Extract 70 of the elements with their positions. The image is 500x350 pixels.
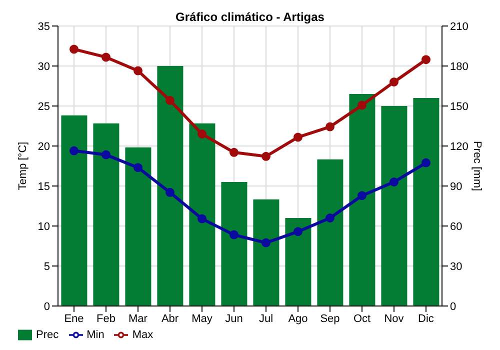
y-tick-label: 25 — [38, 100, 50, 113]
bar — [317, 159, 344, 306]
point — [230, 148, 238, 157]
y-tick-label: 5 — [44, 260, 50, 273]
point — [294, 132, 302, 142]
y2-axis-title: Prec [mm] — [471, 140, 484, 192]
bar — [61, 115, 88, 306]
point — [166, 188, 174, 197]
point — [358, 100, 366, 110]
point — [230, 230, 238, 240]
y-tick-label: 30 — [38, 60, 50, 73]
point — [102, 52, 110, 62]
point — [390, 78, 398, 86]
y-axis-title: Temp [°C] — [16, 142, 29, 190]
x-tick-label: Sep — [320, 312, 340, 325]
point — [70, 44, 78, 54]
point — [262, 152, 270, 161]
point — [70, 146, 78, 156]
y2-tick-label: 0 — [450, 300, 456, 313]
y2-tick-label: 120 — [450, 140, 468, 153]
chart-title: Gráfico climático - Artigas — [176, 10, 324, 24]
point — [134, 163, 142, 172]
x-tick-label: Jul — [258, 312, 274, 325]
bar — [413, 98, 440, 306]
bar — [285, 218, 312, 306]
point — [390, 178, 398, 186]
y2-tick-label: 210 — [450, 20, 468, 33]
bar — [253, 199, 280, 306]
point — [102, 150, 110, 160]
legend-label: Max — [132, 328, 154, 341]
x-tick-label: Mar — [128, 312, 148, 325]
point — [166, 96, 174, 105]
point — [198, 130, 206, 138]
x-tick-label: Oct — [353, 312, 371, 325]
x-tick-label: Feb — [96, 312, 116, 325]
legend-label: Prec — [36, 328, 59, 341]
x-tick-label: May — [192, 312, 213, 325]
y-tick-label: 20 — [38, 140, 50, 153]
y2-tick-label: 180 — [450, 60, 468, 73]
y2-tick-label: 90 — [450, 180, 462, 193]
bar — [381, 106, 408, 306]
bar — [93, 123, 120, 306]
bar — [157, 66, 184, 306]
point — [262, 238, 270, 248]
point — [422, 158, 430, 168]
y-tick-label: 15 — [38, 180, 50, 193]
bar — [189, 123, 216, 306]
x-tick-label: Ene — [64, 312, 84, 325]
y2-tick-label: 60 — [450, 220, 462, 233]
point — [326, 122, 334, 132]
x-tick-label: Dic — [418, 312, 434, 325]
bar — [349, 94, 376, 306]
x-tick-label: Abr — [161, 312, 179, 325]
point — [294, 227, 302, 236]
bar — [125, 147, 152, 306]
legend-label: Min — [86, 328, 104, 341]
point — [134, 66, 142, 76]
point — [422, 55, 430, 64]
y2-tick-label: 30 — [450, 260, 462, 273]
x-tick-label: Jun — [225, 312, 243, 325]
point — [198, 214, 206, 224]
point — [326, 214, 334, 222]
y-tick-label: 35 — [38, 20, 50, 33]
y2-tick-label: 150 — [450, 100, 468, 113]
x-tick-label: Ago — [288, 312, 308, 325]
bar — [221, 182, 248, 306]
y-tick-label: 0 — [44, 300, 50, 313]
x-tick-label: Nov — [384, 312, 404, 325]
y-tick-label: 10 — [38, 220, 50, 233]
point — [358, 191, 366, 200]
